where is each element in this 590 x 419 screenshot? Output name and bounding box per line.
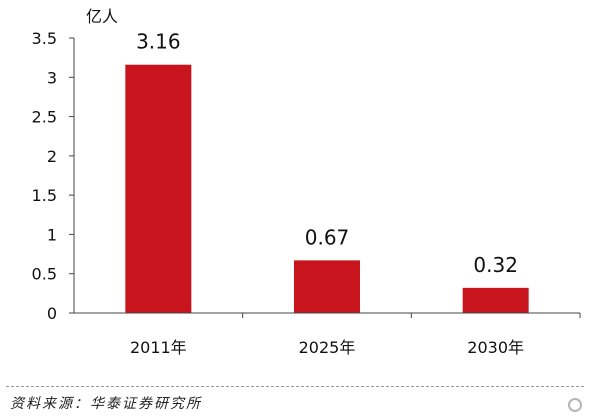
x-tick-label: 2025年	[299, 338, 356, 357]
y-tick-label: 2.5	[32, 108, 57, 127]
data-label: 3.16	[136, 30, 181, 54]
bar	[462, 287, 529, 313]
y-tick-label: 3.5	[32, 29, 57, 48]
x-tick-label: 2011年	[130, 338, 187, 357]
data-label: 0.32	[473, 253, 518, 277]
bars-group: 3.16 0.67 0.32	[125, 30, 529, 313]
footer-divider	[6, 386, 584, 387]
source-note: 资料来源：华泰证券研究所	[10, 396, 202, 412]
data-label: 0.67	[305, 225, 350, 249]
y-tick-label: 1.5	[32, 186, 57, 205]
y-axis-unit-label: 亿人	[86, 7, 118, 26]
x-tick-label: 2030年	[467, 338, 524, 357]
bar	[294, 260, 360, 313]
y-tick-label: 1	[47, 225, 57, 244]
y-tick-label: 0	[47, 304, 57, 323]
y-tick-label: 2	[47, 147, 57, 166]
watermark-icon	[568, 398, 582, 412]
bar	[125, 64, 192, 313]
x-axis: 2011年 2025年 2030年	[74, 312, 581, 357]
y-tick-label: 0.5	[32, 265, 57, 284]
bar-chart: 亿人 00.511.522.533.5 3.160.670.32 2011年 20…	[32, 7, 581, 357]
y-axis: 0 0.5 1 1.5 2 2.5 3 3.5	[32, 29, 75, 323]
y-tick-label: 3	[47, 68, 57, 87]
